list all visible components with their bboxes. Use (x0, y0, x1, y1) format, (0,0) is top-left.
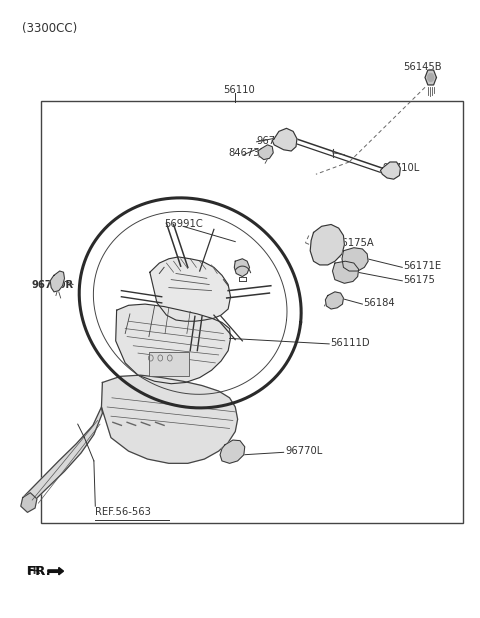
Polygon shape (234, 259, 250, 276)
Polygon shape (116, 304, 230, 384)
Polygon shape (272, 129, 297, 151)
Polygon shape (325, 292, 343, 309)
Text: 56991C: 56991C (164, 219, 203, 229)
Polygon shape (23, 407, 102, 508)
Polygon shape (310, 224, 344, 265)
Text: 56184: 56184 (363, 298, 395, 308)
Polygon shape (21, 493, 37, 512)
Polygon shape (342, 248, 368, 271)
Bar (149, 352, 189, 376)
Polygon shape (220, 440, 245, 464)
Text: 56175: 56175 (404, 274, 435, 285)
Text: 56110: 56110 (223, 85, 255, 95)
Text: 96710R: 96710R (257, 135, 295, 146)
Text: 84673B: 84673B (228, 148, 266, 158)
Text: (3300CC): (3300CC) (22, 22, 77, 35)
Polygon shape (150, 257, 230, 321)
Text: 96770R: 96770R (31, 279, 73, 289)
Text: REF.56-563: REF.56-563 (96, 507, 151, 517)
Polygon shape (48, 567, 63, 575)
Circle shape (427, 73, 434, 82)
Text: 96710L: 96710L (383, 163, 420, 173)
Polygon shape (50, 271, 64, 292)
Polygon shape (381, 162, 400, 179)
Text: 56111D: 56111D (330, 337, 370, 348)
Text: 56175A: 56175A (335, 238, 373, 248)
Text: FR.: FR. (26, 565, 51, 578)
Text: FR.: FR. (26, 566, 45, 576)
Bar (41, 101, 463, 523)
Text: 56145B: 56145B (404, 62, 442, 72)
Text: 56171E: 56171E (404, 261, 442, 271)
Polygon shape (258, 145, 273, 159)
Polygon shape (333, 261, 359, 283)
Polygon shape (425, 70, 436, 85)
Text: 96770L: 96770L (285, 446, 323, 456)
Polygon shape (101, 375, 238, 464)
